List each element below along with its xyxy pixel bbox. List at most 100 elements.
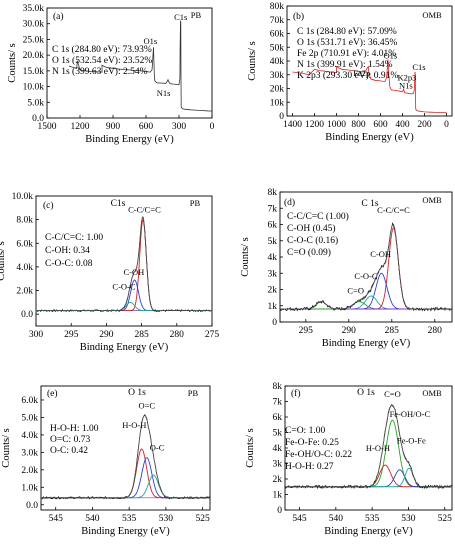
y-tick-label: 1.0k xyxy=(21,483,38,493)
y-axis-label: Counts/ s xyxy=(245,428,256,467)
plot-frame xyxy=(40,385,211,511)
y-tick-label: 60k xyxy=(270,30,285,40)
y-tick-label: 0 xyxy=(272,318,277,328)
x-tick-label: 535 xyxy=(365,514,380,524)
sample-tag: PB xyxy=(188,388,199,398)
panel-label: (d) xyxy=(284,197,295,208)
plot-frame xyxy=(35,195,213,327)
x-tick-label: 545 xyxy=(292,514,307,524)
survey-spectrum-line xyxy=(292,59,447,114)
x-tick-label: 545 xyxy=(49,514,64,524)
x-tick-label: 285 xyxy=(134,330,149,340)
x-tick-label: 300 xyxy=(29,330,44,340)
legend-entry: C-O-C (0.16) xyxy=(287,235,338,246)
y-tick-label: 20.0k xyxy=(23,51,45,61)
fit-component-line xyxy=(41,457,210,499)
fit-envelope-line xyxy=(285,404,452,488)
y-tick-label: 8k xyxy=(268,188,278,198)
y-tick-label: 6.0k xyxy=(21,396,38,406)
peak-label: O1s xyxy=(144,36,158,46)
x-axis-label: Binding Energy (eV) xyxy=(325,132,414,143)
legend-entry: H-O-H: 1.00 xyxy=(50,424,99,434)
x-tick-label: 200 xyxy=(417,120,432,130)
peak-label: C1s xyxy=(174,12,187,22)
legend-entry: O-C: 0.42 xyxy=(50,446,88,456)
y-tick-label: 1k xyxy=(268,302,278,312)
x-tick-label: 290 xyxy=(342,326,357,336)
x-tick-label: 300 xyxy=(172,122,187,132)
x-tick-label: 900 xyxy=(106,122,121,132)
y-axis-label: Counts/ s xyxy=(240,237,251,276)
y-tick-label: 1k xyxy=(273,491,283,501)
peak-label: C-O-C xyxy=(112,281,135,291)
x-tick-label: 1200 xyxy=(71,122,90,132)
panel-label: (a) xyxy=(53,11,64,22)
sample-tag: OMB xyxy=(422,195,442,205)
y-tick-label: 5k xyxy=(268,237,278,247)
x-tick-label: 400 xyxy=(395,120,410,130)
legend-entry: H-O-H: 0.27 xyxy=(285,462,334,472)
sample-tag: OMB xyxy=(422,10,442,20)
y-axis-label: Counts/ s xyxy=(0,241,7,280)
peak-label: Fe-O-Fe xyxy=(397,435,426,445)
y-tick-label: 7k xyxy=(273,398,283,408)
legend-entry: N 1s (399.63 eV): 2.54% xyxy=(52,66,148,77)
x-tick-label: 1500 xyxy=(38,122,57,132)
legend-entry: C-O-C: 0.08 xyxy=(45,259,93,269)
x-tick-label: 800 xyxy=(351,120,366,130)
peak-label: K2p3 xyxy=(397,72,416,82)
legend-entry: C 1s (284.80 eV): 73.93% xyxy=(52,44,152,55)
y-tick-label: 8k xyxy=(273,382,283,392)
peak-label: C1s xyxy=(412,62,425,72)
panel-f: 545 540 535 530 525 0 1k 2k 3k 4k 5k 6k 7k 8k Binding … xyxy=(245,382,453,537)
panel-title: C1s xyxy=(111,199,126,209)
x-tick-label: 525 xyxy=(438,514,453,524)
x-tick-label: 600 xyxy=(373,120,388,130)
legend-entry: C=O: 1.00 xyxy=(285,426,325,436)
panel-title: O 1s xyxy=(357,388,375,398)
panel-d: 295 290 285 280 0 1k 2k 3k 4k 5k 6k 7k 8k Binding Ene… xyxy=(240,188,453,349)
legend-entry: C-C/C=C: 1.00 xyxy=(45,233,103,243)
x-tick-label: 295 xyxy=(64,330,79,340)
legend-entry: C-C/C=C (1.00) xyxy=(287,211,349,222)
y-tick-label: 15.0k xyxy=(23,67,45,77)
panel-c: 300 295 290 285 280 275 0.0 2.0k 4.0k 6.0k 8.0k 10.… xyxy=(0,192,219,353)
y-tick-label: 8.0k xyxy=(16,216,33,226)
x-axis-label: Binding Energy (eV) xyxy=(80,342,169,353)
fit-component-line xyxy=(41,474,210,499)
panel-label: (b) xyxy=(293,11,304,22)
y-tick-label: 3k xyxy=(268,269,278,279)
panel-label: (e) xyxy=(47,388,58,399)
y-tick-label: 10.0k xyxy=(23,83,45,93)
y-tick-label: 2.0k xyxy=(16,287,33,297)
x-axis-label: Binding Energy (eV) xyxy=(85,134,174,145)
y-tick-label: 10k xyxy=(270,98,285,108)
y-tick-label: 40k xyxy=(270,57,285,67)
legend-entry: C-OH (0.45) xyxy=(287,223,336,234)
panel-e: 545 540 535 530 525 0.0 1.0k 2.0k 3.0k 4.0k 5.0k 6.… xyxy=(1,385,211,537)
legend-entry: O=C: 0.73 xyxy=(50,435,90,445)
panel-label: (f) xyxy=(291,388,301,399)
legend-entry: K 2p3 (293.30 eV): 0.91% xyxy=(297,70,398,81)
panel-label: (c) xyxy=(43,200,54,211)
sample-tag: PB xyxy=(191,10,202,20)
legend-entry: O 1s (531.71 eV): 36.45% xyxy=(297,37,397,48)
y-tick-label: 0 xyxy=(279,112,284,122)
y-tick-label: 5.0k xyxy=(27,98,44,108)
x-tick-label: 280 xyxy=(428,326,443,336)
sample-tag: OMB xyxy=(422,388,442,398)
x-tick-label: 525 xyxy=(196,514,211,524)
y-axis-label: Counts/ s xyxy=(7,43,18,82)
panel-b: 1400 1200 1000 800 600 400 200 0 0 10k 20k 30k 40k 50… xyxy=(247,2,453,143)
y-tick-label: 2k xyxy=(273,475,283,485)
y-tick-label: 0.0 xyxy=(21,310,33,320)
raw-spectrum-line xyxy=(280,222,452,312)
y-tick-label: 2k xyxy=(268,286,278,296)
y-tick-label: 30.0k xyxy=(23,20,45,30)
y-tick-label: 3k xyxy=(273,460,283,470)
peak-label: Fe2p xyxy=(353,68,370,78)
y-tick-label: 4k xyxy=(273,444,283,454)
y-tick-label: 5k xyxy=(273,429,283,439)
y-tick-label: 3.0k xyxy=(21,448,38,458)
legend-entry: O 1s (532.54 eV): 23.52% xyxy=(52,55,152,66)
